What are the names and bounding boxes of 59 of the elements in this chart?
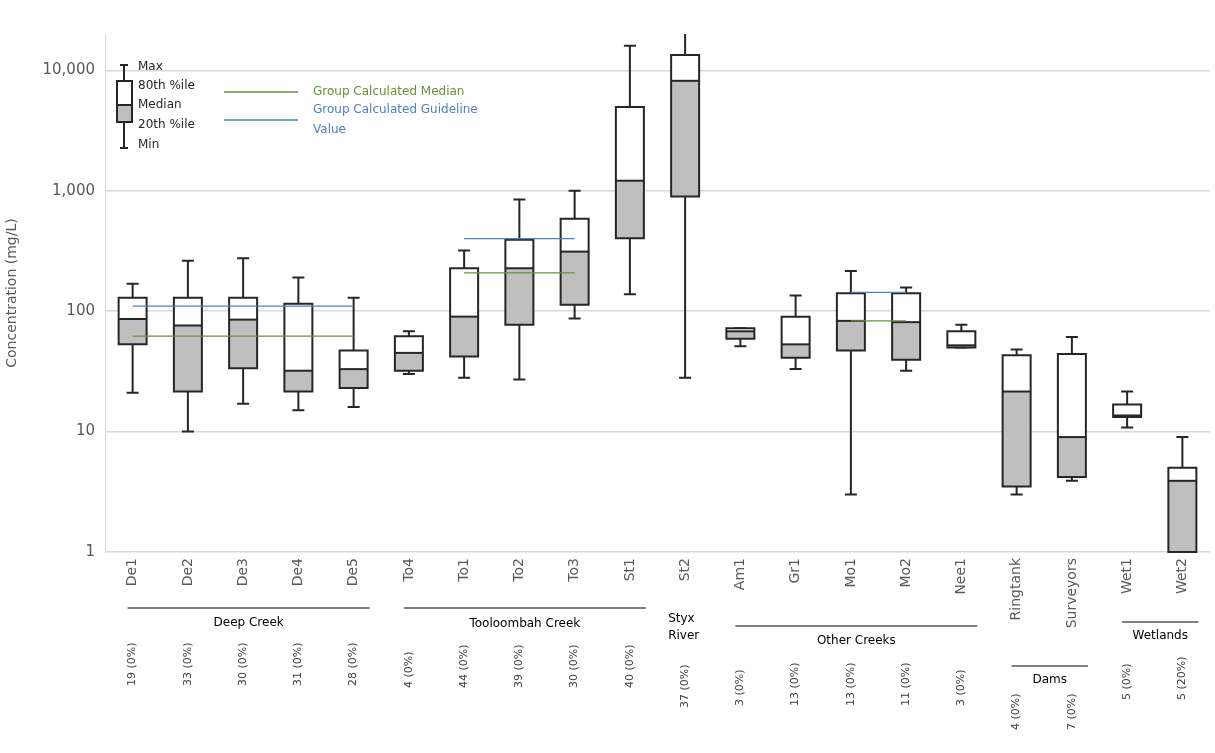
text: Tooloombah Creek bbox=[468, 616, 581, 631]
x-tick-label: To3 bbox=[565, 558, 582, 583]
text: 4 (0%) bbox=[1009, 693, 1023, 730]
annotation: Min bbox=[138, 137, 160, 152]
text: 5 (0%) bbox=[1119, 663, 1133, 700]
text: Styx River bbox=[668, 611, 700, 643]
text: 39 (0%) bbox=[512, 644, 526, 688]
annotation: Median bbox=[138, 97, 182, 112]
text: 19 (0%) bbox=[125, 642, 139, 686]
text: 3 (0%) bbox=[954, 669, 968, 706]
text: Deep Creek bbox=[213, 615, 284, 630]
text: Group Calculated Median bbox=[313, 84, 465, 99]
x-tick-label: Mo2 bbox=[896, 558, 913, 588]
x-tick-label: Mo1 bbox=[841, 558, 858, 588]
x-tick-label: To2 bbox=[510, 558, 527, 583]
text: 5 (20%) bbox=[1175, 656, 1189, 700]
x-tick-label: De2 bbox=[178, 558, 195, 587]
text: 28 (0%) bbox=[346, 642, 360, 686]
y-tick-label: 10,000 bbox=[42, 60, 95, 79]
x-tick-label: St1 bbox=[620, 558, 637, 582]
text: 31 (0%) bbox=[291, 642, 305, 686]
x-tick-label: Wet2 bbox=[1173, 558, 1190, 595]
x-tick-label: De4 bbox=[289, 557, 306, 587]
annotation: 20th %ile bbox=[138, 117, 195, 132]
text: Other Creeks bbox=[816, 633, 896, 648]
x-tick-label: Ringtank bbox=[1007, 557, 1024, 621]
text: 11 (0%) bbox=[898, 662, 912, 706]
x-tick-label: St2 bbox=[675, 558, 692, 582]
x-tick-label: To1 bbox=[454, 558, 471, 583]
text: 7 (0%) bbox=[1064, 693, 1078, 730]
text: Group Calculated Guideline Value bbox=[313, 102, 478, 137]
x-tick-label: De3 bbox=[233, 558, 250, 587]
text: 3 (0%) bbox=[733, 669, 747, 706]
text: Wetlands bbox=[1132, 628, 1188, 643]
text: Dams bbox=[1032, 672, 1068, 687]
annotation: Max bbox=[138, 59, 163, 74]
y-tick-label: 100 bbox=[66, 301, 95, 320]
text: 13 (0%) bbox=[788, 662, 802, 706]
y-tick-label: 10 bbox=[75, 421, 95, 440]
text: 30 (0%) bbox=[567, 644, 581, 688]
x-tick-label: De1 bbox=[123, 558, 140, 587]
x-tick-label: To4 bbox=[399, 557, 416, 583]
text: 13 (0%) bbox=[843, 662, 857, 706]
y-tick-label: 1 bbox=[85, 541, 95, 560]
text: 44 (0%) bbox=[456, 644, 470, 688]
x-tick-label: Surveyors bbox=[1062, 558, 1079, 629]
x-tick-label: De5 bbox=[344, 558, 361, 587]
text: 37 (0%) bbox=[677, 664, 691, 708]
y-axis-title: Concentration (mg/L) bbox=[3, 218, 20, 368]
text: 4 (0%) bbox=[401, 651, 415, 688]
text: 30 (0%) bbox=[235, 642, 249, 686]
x-tick-label: Am1 bbox=[731, 558, 748, 591]
x-tick-label: Wet1 bbox=[1117, 558, 1134, 595]
text: 33 (0%) bbox=[180, 642, 194, 686]
x-tick-label: Nee1 bbox=[952, 558, 969, 595]
x-tick-label: Gr1 bbox=[786, 558, 803, 584]
text: 40 (0%) bbox=[622, 644, 636, 688]
y-tick-label: 1,000 bbox=[52, 180, 95, 199]
annotation: 80th %ile bbox=[138, 78, 195, 93]
